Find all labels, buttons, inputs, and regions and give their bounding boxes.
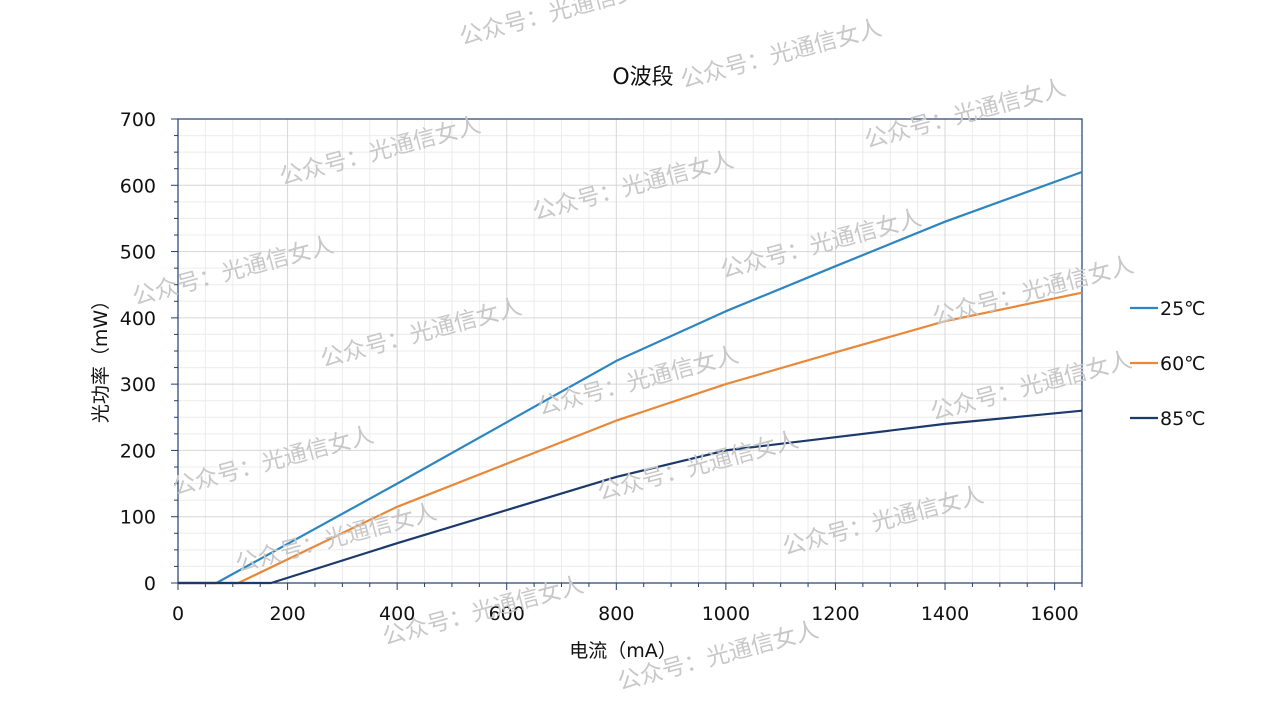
x-tick-label: 0 xyxy=(172,603,184,625)
watermark-text: 公众号：光通信女人 xyxy=(928,347,1135,426)
watermark-text: 公众号：光通信女人 xyxy=(318,294,525,373)
watermark-text: 公众号：光通信女人 xyxy=(277,112,484,191)
x-tick-label: 800 xyxy=(598,603,634,625)
y-tick-label: 300 xyxy=(120,374,156,396)
series-line-25℃ xyxy=(178,170,1083,585)
x-axis-ticks: 0 200 400 600 800 1000 1200 1400 1600 xyxy=(172,583,1083,625)
legend-label: 85℃ xyxy=(1160,408,1206,430)
y-tick-label: 500 xyxy=(120,242,156,264)
legend: 25℃ 60℃ 85℃ xyxy=(1130,298,1206,430)
series-line-60℃ xyxy=(178,291,1083,585)
minor-gridlines xyxy=(178,119,1083,583)
watermark-text: 公众号：光通信女人 xyxy=(862,75,1069,154)
y-tick-label: 0 xyxy=(144,573,156,595)
x-tick-label: 1000 xyxy=(702,603,750,625)
watermark-text: 公众号：光通信女人 xyxy=(535,342,742,421)
legend-label: 60℃ xyxy=(1160,353,1206,375)
x-tick-label: 1400 xyxy=(921,603,969,625)
y-axis-ticks: 0 100 200 300 400 500 600 700 xyxy=(120,109,178,595)
x-tick-label: 200 xyxy=(269,603,305,625)
x-axis-label: 电流（mA） xyxy=(569,640,677,662)
y-tick-label: 400 xyxy=(120,308,156,330)
x-tick-label: 400 xyxy=(379,603,415,625)
y-tick-label: 100 xyxy=(120,507,156,529)
watermark-text: 公众号：光通信女人 xyxy=(530,147,737,226)
chart-title: O波段 xyxy=(612,65,673,90)
watermark-text: 公众号：光通信女人 xyxy=(678,15,885,94)
y-tick-label: 200 xyxy=(120,440,156,462)
y-axis-label: 光功率（mW） xyxy=(90,291,112,423)
x-tick-label: 600 xyxy=(489,603,525,625)
series-lines xyxy=(178,170,1083,585)
x-tick-label: 1600 xyxy=(1030,603,1078,625)
legend-label: 25℃ xyxy=(1160,298,1206,320)
y-tick-label: 700 xyxy=(120,109,156,131)
x-tick-label: 1200 xyxy=(811,603,859,625)
y-tick-label: 600 xyxy=(120,175,156,197)
series-line-85℃ xyxy=(178,409,1083,585)
watermark-text: 公众号：光通信女人 xyxy=(930,252,1137,331)
watermark-text: 公众号：光通信女人 xyxy=(457,0,664,51)
watermark-text: 公众号：光通信女人 xyxy=(780,482,987,561)
